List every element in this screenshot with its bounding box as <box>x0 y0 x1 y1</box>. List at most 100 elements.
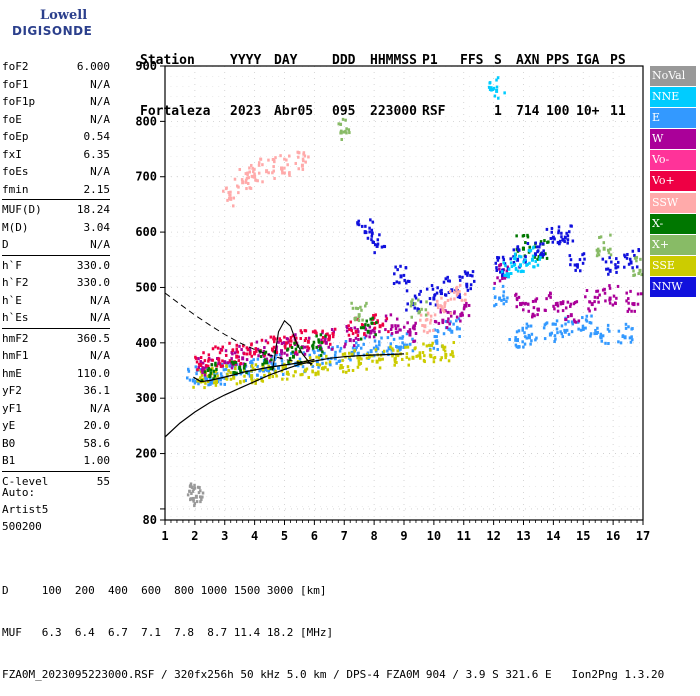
echo-point <box>523 331 526 335</box>
echo-point <box>625 299 628 303</box>
echo-point <box>378 343 381 347</box>
echo-point <box>549 295 552 299</box>
echo-point <box>207 353 211 357</box>
echo-point <box>299 337 302 341</box>
echo-point <box>356 334 360 338</box>
echo-point <box>640 273 643 277</box>
param-row: h`F 330.0 <box>2 257 110 275</box>
echo-point <box>319 353 323 357</box>
echo-point <box>625 256 629 260</box>
echo-point <box>270 358 273 362</box>
echo-point <box>608 329 611 333</box>
echo-point <box>216 357 219 361</box>
echo-point <box>343 345 346 349</box>
echo-point <box>514 267 518 271</box>
echo-point <box>559 302 563 306</box>
echo-point <box>368 325 372 329</box>
param-row: fmin 2.15 <box>2 181 110 199</box>
dashed-muf-curve <box>164 292 315 365</box>
echo-point <box>354 329 358 334</box>
echo-point <box>347 128 351 132</box>
echo-point <box>244 379 247 383</box>
echo-point <box>411 349 415 353</box>
echo-point <box>267 369 271 373</box>
echo-point <box>431 341 434 345</box>
echo-point <box>447 291 451 295</box>
echo-point <box>557 229 561 233</box>
echo-point <box>224 353 228 357</box>
echo-point <box>360 323 364 327</box>
echo-point <box>364 323 367 327</box>
echo-point <box>193 486 197 490</box>
echo-point <box>187 367 190 371</box>
echo-point <box>593 295 597 299</box>
y-tick-label: 400 <box>135 336 157 350</box>
echo-point <box>268 376 271 380</box>
echo-point <box>406 302 409 306</box>
echo-point <box>297 151 300 155</box>
echo-point <box>499 270 502 274</box>
echo-point <box>214 379 218 383</box>
echo-point <box>254 347 258 351</box>
header-values: Fortaleza 2023 Abr05 095 223000 RSF 1 714 100 10+… <box>140 103 636 120</box>
echo-point <box>384 319 388 323</box>
echo-point <box>555 327 559 331</box>
echo-point <box>347 333 351 337</box>
echo-point <box>216 346 220 350</box>
echo-point <box>424 313 428 317</box>
echo-point <box>466 288 470 292</box>
echo-point <box>598 236 601 240</box>
echo-point <box>342 370 345 374</box>
param-row: hmF2 360.5 <box>2 330 110 348</box>
param-row: D N/A <box>2 236 110 254</box>
x-tick-label: 10 <box>427 529 441 543</box>
param-value: 6.35 <box>83 147 111 161</box>
echo-point <box>444 319 448 323</box>
echo-point <box>410 301 414 305</box>
echo-point <box>261 379 265 383</box>
param-value: 20.0 <box>83 419 111 432</box>
echo-point <box>380 245 384 249</box>
echo-point <box>579 269 582 273</box>
echo-point <box>314 373 317 377</box>
echo-point <box>399 345 403 349</box>
echo-point <box>446 298 450 302</box>
echo-point <box>494 261 498 265</box>
echo-point <box>394 353 398 357</box>
echo-point <box>532 306 536 310</box>
echo-point <box>274 362 277 366</box>
echo-point <box>451 350 454 354</box>
echo-point <box>261 362 264 366</box>
param-row: B0 58.6 <box>2 435 110 453</box>
echo-point <box>550 226 554 230</box>
param-name: foEs <box>2 165 29 178</box>
echo-point <box>509 261 513 265</box>
echo-point <box>224 376 228 380</box>
echo-point <box>607 342 610 346</box>
echo-point <box>421 323 424 327</box>
param-value: N/A <box>90 311 110 324</box>
echo-point <box>540 251 544 255</box>
param-row: foF2 6.000 <box>2 58 110 76</box>
echo-point <box>493 296 497 300</box>
echo-point <box>499 262 502 266</box>
echo-point <box>503 273 506 277</box>
echo-point <box>572 318 576 322</box>
echo-point <box>570 330 574 334</box>
echo-point <box>514 257 517 261</box>
echo-point <box>521 246 525 250</box>
echo-point <box>626 252 629 256</box>
echo-point <box>427 343 431 347</box>
echo-point <box>192 499 195 503</box>
echo-point <box>241 180 245 185</box>
echo-point <box>264 339 268 343</box>
echo-point <box>242 362 245 366</box>
echo-point <box>350 301 353 305</box>
echo-point <box>457 317 461 321</box>
echo-point <box>224 187 228 191</box>
echo-point <box>387 330 390 334</box>
header-value-0: Fortaleza <box>140 104 211 119</box>
echo-point <box>630 327 633 331</box>
echo-point <box>233 177 237 181</box>
echo-point <box>275 374 278 378</box>
